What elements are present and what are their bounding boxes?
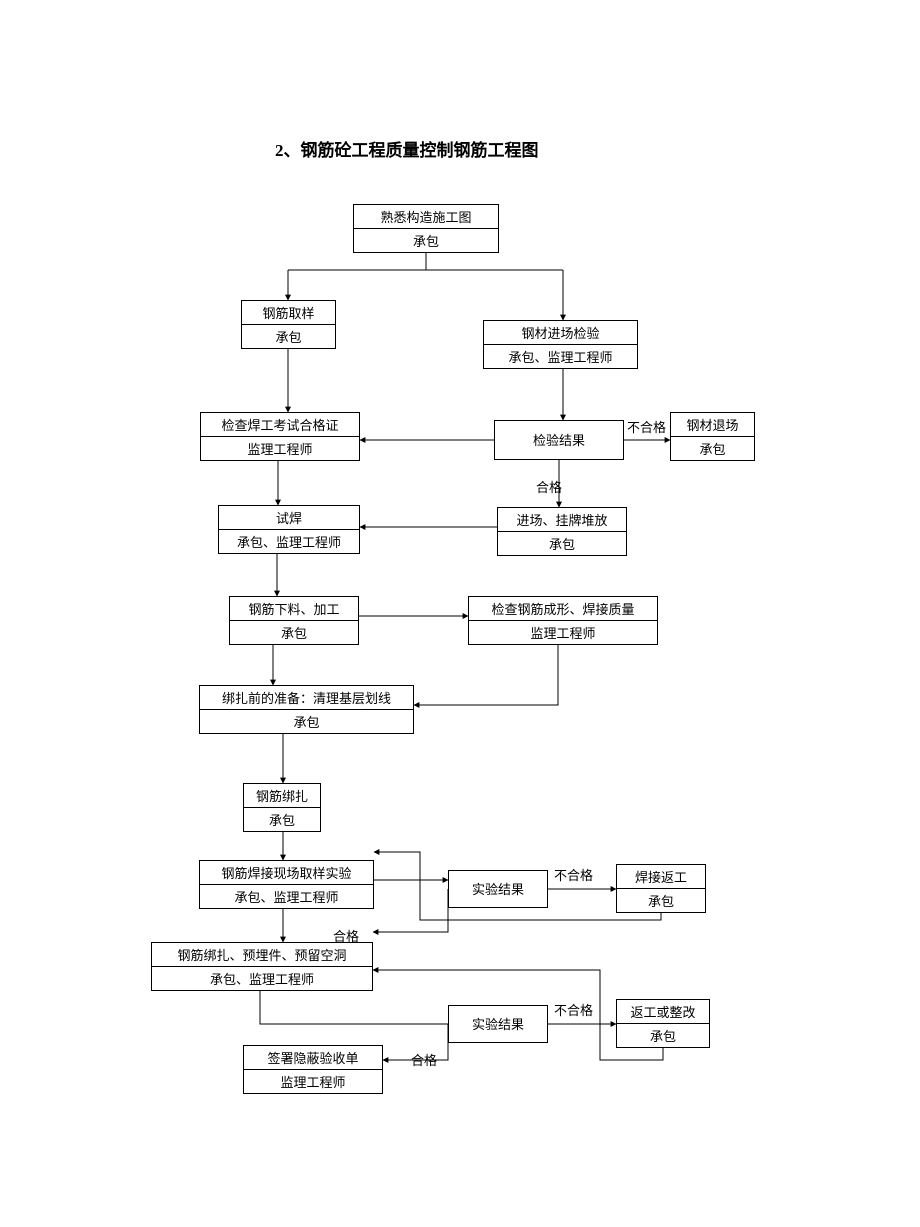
- node-row: 绑扎前的准备：清理基层划线: [200, 686, 413, 710]
- node-row: 承包: [242, 325, 335, 348]
- node-row: 监理工程师: [469, 621, 657, 644]
- flowchart-node-n4: 检查焊工考试合格证监理工程师: [200, 412, 360, 461]
- node-row: 承包、监理工程师: [152, 967, 372, 990]
- node-row: 承包、监理工程师: [219, 530, 359, 553]
- node-row: 焊接返工: [617, 865, 705, 889]
- edge-label-l2: 合格: [536, 477, 562, 496]
- node-row: 承包: [200, 710, 413, 733]
- node-row: 钢材退场: [671, 413, 754, 437]
- flowchart-node-n9: 钢筋下料、加工承包: [229, 596, 359, 645]
- node-row: 承包: [617, 1024, 709, 1047]
- node-row: 承包: [230, 621, 358, 644]
- page-title: 2、钢筋砼工程质量控制钢筋工程图: [275, 136, 539, 161]
- edge-label-l1: 不合格: [627, 417, 666, 436]
- node-row: 钢筋绑扎: [244, 784, 320, 808]
- flowchart-node-n2: 钢筋取样承包: [241, 300, 336, 349]
- flowchart-node-n11: 绑扎前的准备：清理基层划线承包: [199, 685, 414, 734]
- node-row: 实验结果: [449, 1006, 547, 1042]
- node-row: 实验结果: [449, 871, 547, 907]
- flowchart-node-n10: 检查钢筋成形、焊接质量监理工程师: [468, 596, 658, 645]
- node-row: 承包: [354, 229, 498, 252]
- node-row: 钢筋取样: [242, 301, 335, 325]
- node-row: 监理工程师: [244, 1070, 382, 1093]
- node-row: 钢材进场检验: [484, 321, 637, 345]
- flowchart-node-n15: 焊接返工承包: [616, 864, 706, 913]
- node-row: 检验结果: [495, 421, 623, 459]
- flowchart-node-n16: 钢筋绑扎、预埋件、预留空洞承包、监理工程师: [151, 942, 373, 991]
- flowchart-node-n5: 检验结果: [494, 420, 624, 460]
- flowchart-node-n1: 熟悉构造施工图承包: [353, 204, 499, 253]
- node-row: 熟悉构造施工图: [354, 205, 498, 229]
- node-row: 钢筋下料、加工: [230, 597, 358, 621]
- flowchart-node-n3: 钢材进场检验承包、监理工程师: [483, 320, 638, 369]
- node-row: 进场、挂牌堆放: [498, 508, 626, 532]
- node-row: 承包: [671, 437, 754, 460]
- node-row: 承包: [498, 532, 626, 555]
- node-row: 试焊: [219, 506, 359, 530]
- node-row: 钢筋焊接现场取样实验: [200, 861, 373, 885]
- node-row: 承包、监理工程师: [200, 885, 373, 908]
- edge-label-l4: 合格: [333, 926, 359, 945]
- flowchart-node-n18: 返工或整改承包: [616, 999, 710, 1048]
- node-row: 钢筋绑扎、预埋件、预留空洞: [152, 943, 372, 967]
- flowchart-node-n7: 进场、挂牌堆放承包: [497, 507, 627, 556]
- flowchart-node-n17: 实验结果: [448, 1005, 548, 1043]
- node-row: 返工或整改: [617, 1000, 709, 1024]
- edge-label-l6: 合格: [411, 1050, 437, 1069]
- node-row: 监理工程师: [201, 437, 359, 460]
- flowchart-node-n6: 钢材退场承包: [670, 412, 755, 461]
- flowchart-node-n14: 实验结果: [448, 870, 548, 908]
- node-row: 承包、监理工程师: [484, 345, 637, 368]
- node-row: 承包: [244, 808, 320, 831]
- edge-20: [373, 889, 448, 932]
- flowchart-node-n19: 签署隐蔽验收单监理工程师: [243, 1045, 383, 1094]
- edge-label-l5: 不合格: [554, 1000, 593, 1019]
- node-row: 检查钢筋成形、焊接质量: [469, 597, 657, 621]
- edge-13: [414, 636, 558, 705]
- edge-label-l3: 不合格: [554, 865, 593, 884]
- node-row: 承包: [617, 889, 705, 912]
- node-row: 签署隐蔽验收单: [244, 1046, 382, 1070]
- node-row: 检查焊工考试合格证: [201, 413, 359, 437]
- flowchart-node-n12: 钢筋绑扎承包: [243, 783, 321, 832]
- flowchart-node-n13: 钢筋焊接现场取样实验承包、监理工程师: [199, 860, 374, 909]
- flowchart-node-n8: 试焊承包、监理工程师: [218, 505, 360, 554]
